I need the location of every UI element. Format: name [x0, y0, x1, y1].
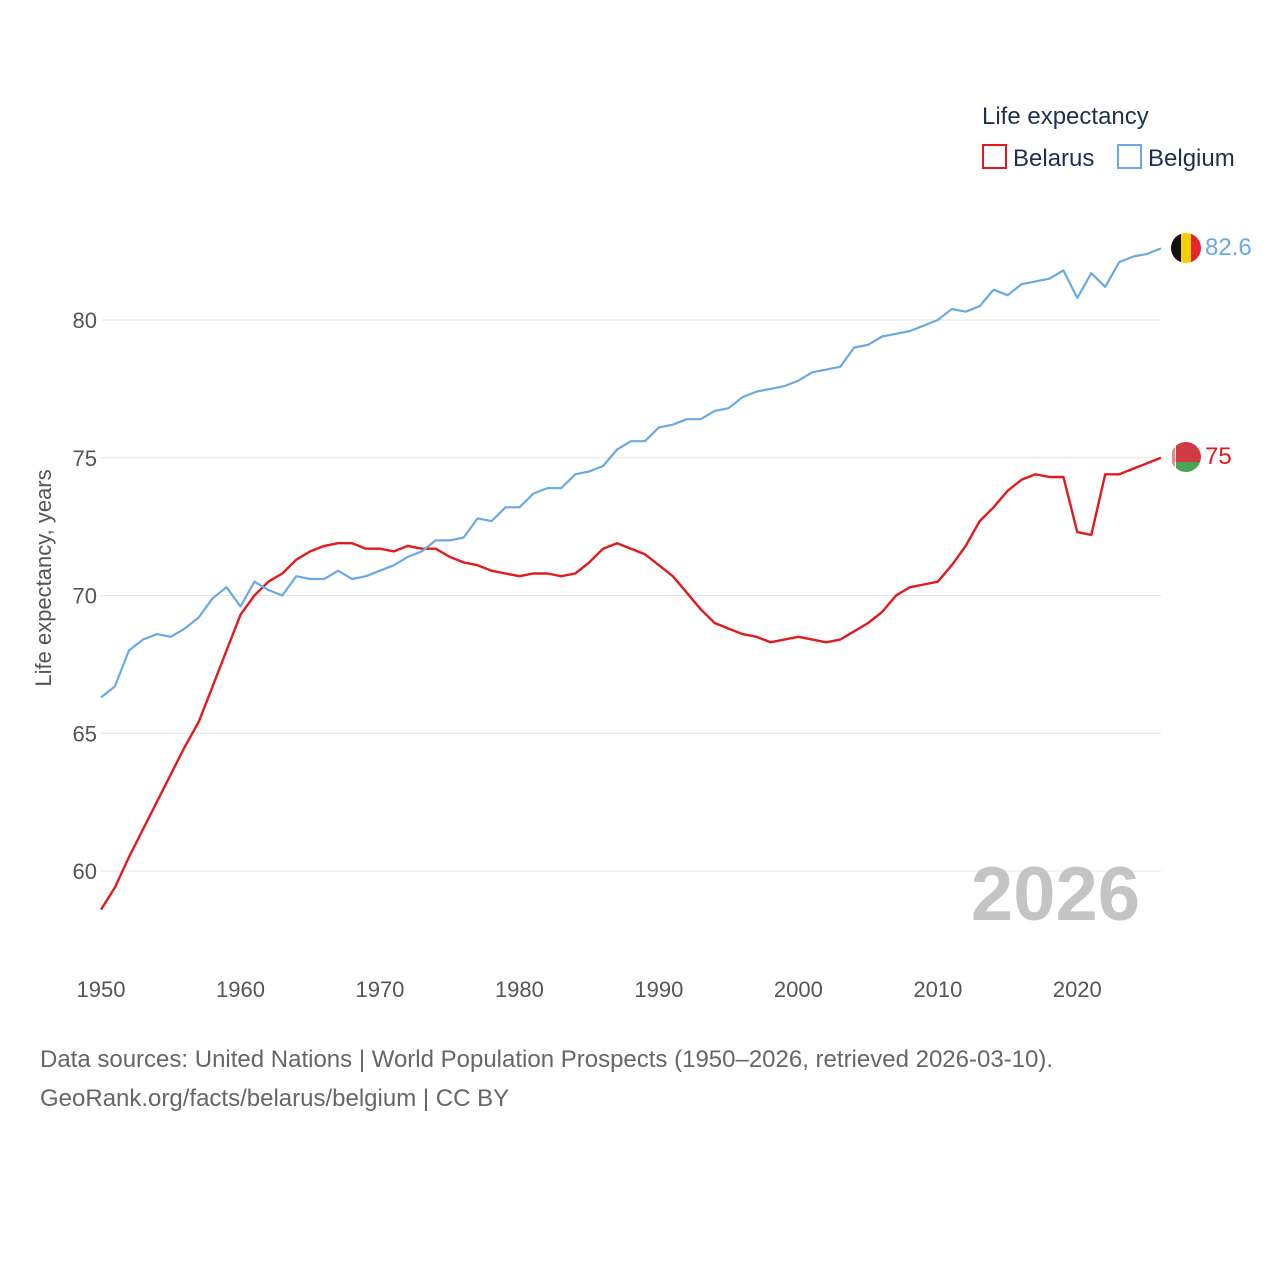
y-axis-ticks: 60 65 70 75 80: [73, 308, 97, 884]
belarus-flag-icon: [1171, 442, 1201, 472]
legend: Life expectancy Belarus Belgium: [982, 103, 1235, 172]
legend-item-belarus[interactable]: Belarus: [982, 144, 1094, 172]
legend-swatch-belarus: [982, 144, 1007, 169]
legend-label-belgium: Belgium: [1148, 145, 1235, 172]
y-axis-title: Life expectancy, years: [31, 469, 56, 686]
x-tick-label-2010: 2010: [913, 977, 962, 1002]
y-tick-label-75: 75: [73, 446, 97, 471]
x-tick-label-1960: 1960: [216, 977, 265, 1002]
source-footer: Data sources: United Nations | World Pop…: [40, 1040, 1260, 1118]
belarus-end-label: 75: [1205, 443, 1232, 470]
belgium-flag-icon: [1171, 233, 1201, 263]
credit-text[interactable]: GeoRank.org/facts/belarus/belgium | CC B…: [40, 1085, 510, 1112]
legend-title: Life expectancy: [982, 103, 1149, 130]
x-tick-label-1950: 1950: [77, 977, 126, 1002]
belgium-end-label: 82.6: [1205, 234, 1252, 261]
x-tick-label-2000: 2000: [774, 977, 823, 1002]
gridlines: [101, 319, 1161, 872]
x-tick-label-1970: 1970: [355, 977, 404, 1002]
y-tick-label-70: 70: [73, 584, 97, 609]
legend-swatch-belgium: [1117, 144, 1142, 169]
x-tick-label-2020: 2020: [1053, 977, 1102, 1002]
legend-label-belarus: Belarus: [1013, 145, 1094, 172]
legend-item-belgium[interactable]: Belgium: [1117, 144, 1235, 172]
y-tick-label-60: 60: [73, 859, 97, 884]
data-sources-text: Data sources: United Nations | World Pop…: [40, 1046, 1054, 1073]
series-line-belgium[interactable]: [100, 247, 1162, 699]
y-tick-label-65: 65: [73, 721, 97, 746]
year-watermark: 2026: [971, 852, 1140, 937]
series-line-belarus[interactable]: [99, 456, 1162, 911]
x-tick-label-1980: 1980: [495, 977, 544, 1002]
x-axis-ticks: 1950 1960 1970 1980 1990 2000 2010 2020: [77, 977, 1102, 1002]
y-tick-label-80: 80: [73, 308, 97, 333]
series-lines: [99, 247, 1162, 911]
x-tick-label-1990: 1990: [634, 977, 683, 1002]
